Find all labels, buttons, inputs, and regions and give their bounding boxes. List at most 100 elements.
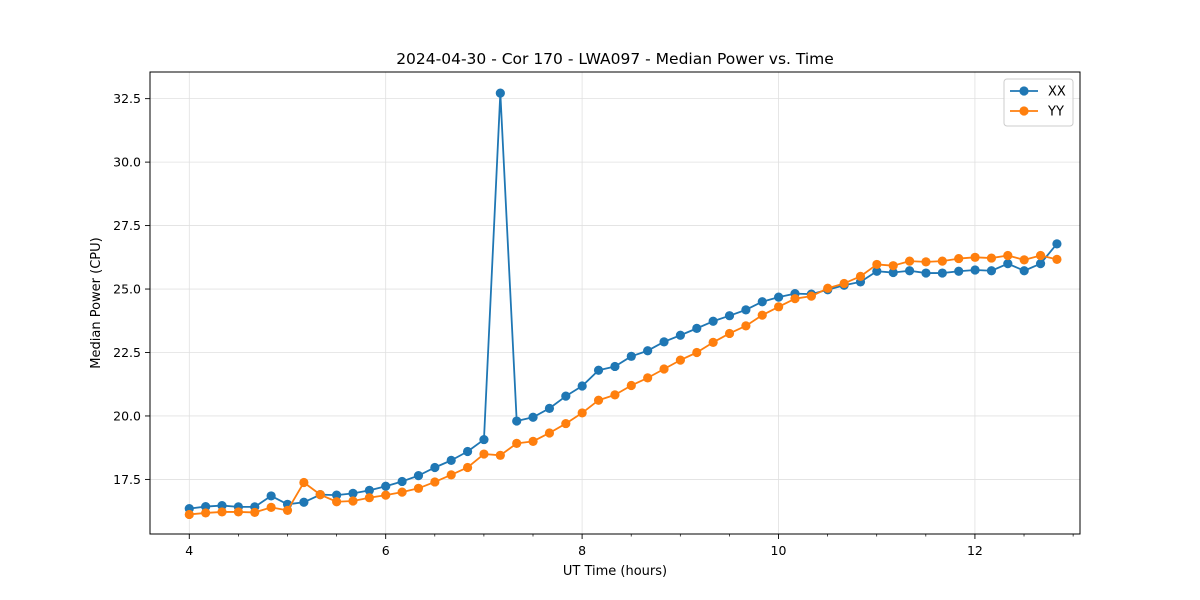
- data-point-yy: [692, 347, 702, 358]
- plot-frame: [149, 71, 1081, 535]
- data-point-yy: [282, 505, 293, 515]
- x-tick-label: 12: [967, 543, 983, 558]
- data-point-yy: [266, 502, 276, 512]
- data-point-yy: [872, 259, 882, 270]
- data-point-yy: [430, 477, 440, 487]
- data-point-yy: [1003, 250, 1013, 261]
- legend-marker-yy: [1019, 106, 1029, 116]
- data-point-yy: [839, 278, 849, 289]
- y-tick-label: 17.5: [113, 472, 141, 487]
- y-axis-label: Median Power (CPU): [89, 237, 104, 368]
- data-point-xx: [921, 268, 931, 278]
- data-point-xx: [430, 462, 440, 473]
- data-point-xx: [413, 471, 424, 481]
- data-point-xx: [724, 311, 735, 321]
- data-point-yy: [512, 438, 522, 448]
- data-point-yy: [332, 497, 342, 507]
- data-point-yy: [757, 310, 767, 320]
- data-point-xx: [364, 485, 374, 495]
- data-point-xx: [381, 481, 391, 491]
- data-point-xx: [757, 297, 767, 307]
- data-point-yy: [528, 436, 538, 446]
- data-point-xx: [1035, 259, 1046, 269]
- data-point-yy: [1019, 255, 1029, 265]
- data-point-yy: [561, 418, 571, 429]
- y-tick-label: 22.5: [113, 345, 141, 360]
- data-point-xx: [397, 476, 407, 487]
- data-point-yy: [823, 283, 833, 293]
- data-point-xx: [659, 337, 669, 347]
- data-point-xx: [266, 491, 276, 501]
- data-point-yy: [937, 256, 947, 266]
- data-point-xx: [217, 500, 227, 511]
- data-point-yy: [790, 294, 800, 304]
- data-point-xx: [692, 323, 702, 333]
- data-point-yy: [381, 490, 391, 500]
- data-point-xx: [774, 292, 784, 302]
- data-point-yy: [233, 507, 243, 517]
- data-point-yy: [495, 450, 505, 460]
- data-point-yy: [643, 373, 653, 383]
- data-point-yy: [610, 390, 620, 400]
- grid: [150, 72, 1080, 534]
- data-point-yy: [806, 291, 816, 301]
- data-point-xx: [332, 490, 342, 500]
- data-point-xx: [1003, 259, 1013, 269]
- data-point-yy: [986, 253, 997, 263]
- series: [184, 88, 1062, 520]
- legend-label-xx: XX: [1048, 85, 1066, 100]
- data-point-yy: [577, 408, 587, 418]
- data-point-yy: [970, 252, 980, 262]
- data-point-xx: [528, 412, 538, 422]
- axis-ticks: 4 6 8 10 12 17.5 20.0 22.5 25.0 27.5 30.0 32.5: [113, 91, 1074, 558]
- data-point-yy: [708, 337, 718, 347]
- data-point-yy: [315, 490, 325, 500]
- x-axis-label: UT Time (hours): [563, 564, 667, 579]
- data-point-yy: [904, 256, 915, 266]
- data-point-yy: [364, 493, 374, 503]
- data-point-yy: [446, 470, 456, 480]
- data-point-yy: [299, 477, 309, 488]
- data-point-xx: [741, 305, 751, 315]
- y-tick-label: 25.0: [113, 282, 141, 297]
- data-point-xx: [1019, 266, 1029, 276]
- data-point-yy: [724, 328, 735, 339]
- y-tick-label: 30.0: [113, 155, 141, 170]
- data-point-yy: [954, 253, 964, 264]
- data-point-xx: [610, 361, 620, 372]
- data-point-xx: [626, 351, 636, 361]
- data-point-yy: [659, 364, 669, 374]
- data-point-yy: [1035, 250, 1046, 261]
- legend-label-yy: YY: [1047, 105, 1064, 120]
- data-point-xx: [299, 497, 309, 507]
- data-point-yy: [201, 508, 211, 518]
- data-point-xx: [577, 381, 587, 391]
- data-point-xx: [544, 403, 555, 413]
- y-tick-label: 32.5: [113, 91, 141, 106]
- x-tick-label: 4: [185, 543, 193, 558]
- data-point-xx: [201, 501, 211, 512]
- data-point-xx: [512, 416, 522, 426]
- data-point-yy: [855, 271, 866, 281]
- data-point-xx: [675, 330, 686, 340]
- data-point-yy: [774, 302, 784, 312]
- data-point-xx: [888, 267, 898, 278]
- data-point-xx: [446, 455, 456, 465]
- x-tick-label: 6: [382, 543, 390, 558]
- data-point-yy: [413, 483, 424, 493]
- data-point-yy: [921, 257, 931, 267]
- data-point-yy: [626, 380, 636, 391]
- data-point-xx: [708, 316, 718, 326]
- data-point-xx: [593, 365, 604, 375]
- data-point-yy: [462, 462, 473, 473]
- x-tick-label: 8: [578, 543, 586, 558]
- data-point-xx: [970, 265, 980, 275]
- data-point-xx: [348, 488, 358, 498]
- data-point-yy: [250, 507, 260, 518]
- data-point-yy: [544, 428, 555, 438]
- data-point-xx: [904, 266, 915, 276]
- x-tick-label: 10: [771, 543, 787, 558]
- data-point-xx: [954, 266, 964, 276]
- data-point-xx: [462, 446, 473, 457]
